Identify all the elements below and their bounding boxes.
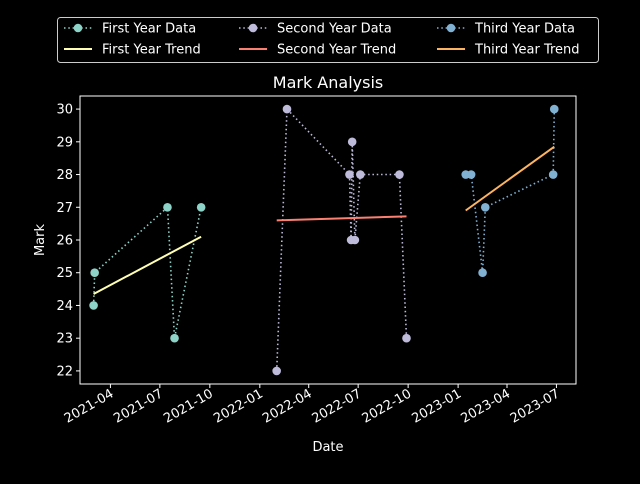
x-tick-label: 2021-07	[111, 386, 166, 426]
x-tick-label: 2023-07	[508, 386, 563, 426]
data-point	[395, 170, 404, 179]
chart-title: Mark Analysis	[273, 73, 383, 92]
trend-line	[93, 235, 202, 295]
legend-label: Third Year Data	[474, 22, 575, 37]
x-axis-label: Date	[312, 440, 343, 455]
data-point	[347, 137, 357, 147]
x-tick-label: 2023-04	[458, 386, 513, 426]
y-tick-label: 30	[56, 103, 73, 118]
legend: First Year Data Second Year Data Third Yea…	[57, 17, 599, 63]
legend-item: Third Year Data	[437, 22, 575, 37]
data-point	[282, 104, 292, 114]
data-point	[90, 268, 99, 278]
series-first-year-trend	[93, 235, 202, 295]
series-first-year-data	[89, 202, 206, 343]
y-tick-label: 29	[56, 135, 73, 150]
series-line	[92, 205, 202, 339]
trend-line	[276, 215, 407, 222]
data-point	[350, 235, 360, 245]
data-point	[478, 268, 487, 278]
legend-item: First Year Data	[64, 22, 196, 37]
legend-marker	[446, 23, 456, 33]
y-tick-label: 28	[56, 168, 73, 183]
data-point	[356, 170, 365, 179]
x-tick-label: 2021-04	[62, 386, 117, 426]
x-tick-label: 2021-10	[161, 386, 216, 426]
y-axis-label: Mark	[33, 224, 48, 257]
y-tick-label: 22	[56, 364, 73, 379]
x-tick-label: 2022-01	[211, 386, 266, 426]
legend-marker	[73, 23, 83, 33]
legend-marker	[248, 23, 258, 33]
series-third-year-data	[461, 104, 559, 278]
y-tick-label: 24	[56, 299, 73, 314]
x-tick-label: 2022-04	[260, 386, 315, 426]
trend-line	[465, 145, 555, 212]
y-tick-label: 25	[56, 266, 73, 281]
y-tick-label: 26	[56, 234, 73, 249]
legend-item: Second Year Data	[239, 22, 392, 37]
y-tick-label: 23	[56, 332, 73, 347]
series-second-year-trend	[276, 215, 407, 222]
series-third-year-trend	[465, 145, 555, 212]
x-tick-label: 2023-01	[410, 386, 465, 426]
data-point	[196, 202, 206, 212]
legend-label: Second Year Data	[277, 22, 392, 37]
legend-item: First Year Trend	[64, 43, 201, 58]
data-point	[163, 202, 172, 212]
data-point	[170, 333, 179, 343]
data-point	[272, 366, 281, 376]
legend-item: Second Year Trend	[239, 43, 396, 58]
legend-label: First Year Data	[102, 22, 196, 37]
data-point	[548, 170, 558, 179]
legend-label: Third Year Trend	[474, 43, 580, 58]
data-point	[480, 202, 490, 212]
series-second-year-data	[272, 104, 411, 376]
y-tick-label: 27	[56, 201, 73, 216]
legend-label: Second Year Trend	[277, 43, 396, 58]
data-point	[466, 170, 476, 179]
data-point	[549, 104, 559, 114]
legend-item: Third Year Trend	[437, 43, 580, 58]
x-tick-label: 2022-10	[360, 386, 415, 426]
plot-area	[80, 96, 576, 384]
x-tick-label: 2022-07	[310, 386, 365, 426]
legend-label: First Year Trend	[102, 43, 201, 58]
data-point	[402, 333, 411, 343]
data-point	[345, 170, 354, 179]
data-point	[89, 301, 98, 310]
